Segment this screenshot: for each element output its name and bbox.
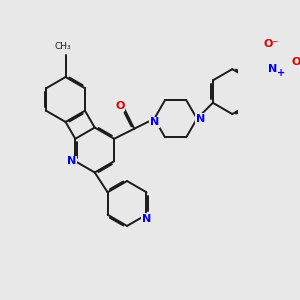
Text: N: N bbox=[150, 118, 159, 128]
Text: N: N bbox=[196, 114, 205, 124]
Text: O⁻: O⁻ bbox=[263, 39, 279, 49]
Text: O: O bbox=[291, 57, 300, 67]
Text: N: N bbox=[150, 117, 159, 127]
Text: N: N bbox=[268, 64, 278, 74]
Text: O: O bbox=[116, 101, 125, 111]
Text: +: + bbox=[277, 68, 285, 78]
Text: N: N bbox=[142, 214, 151, 224]
Text: CH₃: CH₃ bbox=[54, 42, 71, 51]
Text: N: N bbox=[67, 156, 76, 166]
